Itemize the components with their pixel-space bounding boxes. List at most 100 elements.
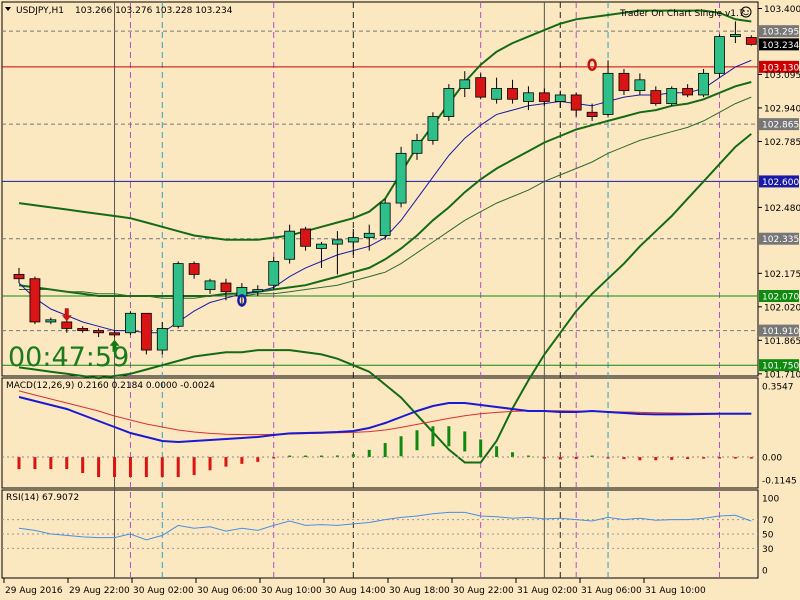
level-tag-2	[759, 118, 799, 131]
time-tick-label-6: 30 Aug 18:00	[389, 586, 450, 596]
candle-body-15	[252, 289, 264, 293]
macd-histogram-bar-31	[511, 452, 515, 458]
macd-histogram-bar-3	[65, 457, 69, 470]
macd-histogram-bar-21	[351, 454, 355, 458]
time-tick-label-10: 31 Aug 10:00	[645, 586, 706, 596]
macd-histogram-bar-45	[733, 457, 737, 459]
candle-body-42	[682, 88, 694, 96]
macd-histogram-bar-44	[717, 457, 721, 459]
candle-body-43	[698, 72, 709, 96]
bb-upper-line	[18, 9, 752, 241]
candle-body-9	[156, 328, 168, 351]
time-tick-label-4: 30 Aug 10:00	[261, 586, 322, 596]
candle-body-45	[730, 34, 741, 37]
rsi-line	[18, 511, 752, 541]
macd-histogram-bar-2	[49, 457, 53, 470]
macd-histogram-bar-24	[399, 436, 403, 457]
macd-tick-label-0: 0.3547	[762, 383, 794, 393]
time-tick-label-9: 31 Aug 06:00	[581, 586, 642, 596]
macd-histogram-bar-17	[288, 455, 292, 458]
candle-body-27	[443, 88, 455, 117]
time-tick-label-5: 30 Aug 14:00	[325, 586, 386, 596]
candle-body-35	[570, 94, 582, 111]
macd-label: MACD(12,26,9) 0.2160 0.2184 0.0000 -0.00…	[6, 381, 215, 391]
price-tick-label-6: 102.020	[764, 303, 800, 313]
sell-arrow-icon	[61, 308, 72, 322]
main-pane-frame	[1, 1, 759, 377]
macd-histogram-bar-9	[160, 457, 164, 478]
candle-body-19	[316, 243, 327, 249]
candle-body-24	[395, 152, 407, 204]
rsi-tick-label-3: 30	[762, 545, 774, 555]
candle-body-23	[379, 202, 391, 236]
price-tick-label-8: 101.710	[764, 370, 800, 380]
macd-histogram-bar-39	[638, 457, 642, 461]
level-tag-label-3: 102.600	[762, 178, 799, 188]
macd-histogram-bar-38	[622, 457, 626, 460]
candle-body-22	[363, 232, 375, 239]
candle-body-33	[538, 92, 550, 102]
candle-body-41	[666, 88, 678, 105]
candle-body-44	[714, 36, 725, 74]
macd-tick-label-1: 0.00	[762, 454, 782, 464]
candle-body-8	[140, 312, 152, 351]
level-tag-1	[759, 60, 799, 73]
candle-body-21	[347, 237, 359, 243]
macd-histogram-bar-19	[319, 455, 323, 458]
rsi-tick-label-0: 100	[762, 495, 779, 505]
macd-pane-frame	[1, 377, 759, 489]
candle-body-20	[331, 239, 343, 245]
symbol-dropdown-icon[interactable]	[5, 7, 11, 11]
macd-histogram-bar-8	[144, 457, 148, 478]
macd-histogram-bar-33	[542, 457, 546, 459]
macd-histogram-bar-35	[574, 457, 578, 460]
price-tick-label-5: 102.175	[764, 270, 800, 280]
macd-histogram-bar-46	[749, 457, 753, 459]
macd-histogram-bar-20	[335, 455, 339, 458]
rsi-label: RSI(14) 67.9072	[6, 493, 79, 503]
candle-body-16	[268, 261, 280, 286]
rsi-indicator: 100 70 50 30 0	[2, 495, 779, 577]
signal-markers	[61, 58, 597, 352]
current-price-tag	[759, 38, 799, 51]
candle-body-10	[172, 263, 184, 327]
level-tag-6	[759, 324, 799, 337]
macd-histogram-bar-43	[702, 457, 706, 459]
level-tag-7	[759, 359, 799, 372]
bb-lower-line	[18, 133, 752, 464]
candle-body-28	[459, 79, 471, 89]
candle-body-34	[554, 94, 566, 102]
candle-body-29	[475, 77, 487, 98]
candle-body-3	[61, 321, 73, 329]
price-tick-label-0: 103.400	[764, 5, 800, 15]
candle-body-36	[586, 111, 598, 117]
rsi-tick-label-2: 50	[762, 531, 774, 541]
buy-arrow-icon	[109, 339, 120, 352]
price-tick-label-4: 102.480	[764, 204, 800, 214]
price-tick-label-2: 102.940	[764, 104, 800, 114]
macd-histogram-bar-15	[256, 457, 260, 462]
candles	[13, 21, 757, 355]
ohlc-label: 103.266 103.276 103.228 103.234	[75, 6, 233, 16]
smiley-icon	[740, 6, 752, 18]
macd-histogram-bar-5	[97, 457, 101, 478]
candle-body-5	[93, 330, 104, 334]
candle-body-18	[300, 228, 311, 247]
macd-histogram-bar-23	[383, 443, 387, 458]
macd-histogram-bar-16	[272, 457, 276, 459]
current-price-label: 103.234	[762, 41, 799, 51]
time-tick-label-1: 29 Aug 22:00	[69, 586, 130, 596]
level-tag-5	[759, 290, 799, 303]
macd-histogram-bar-1	[33, 457, 37, 470]
macd-signal-line	[18, 390, 752, 436]
level-tag-0	[759, 25, 799, 38]
macd-histogram-bar-11	[192, 457, 196, 476]
time-tick-label-7: 30 Aug 22:00	[453, 586, 514, 596]
macd-indicator: 0.3547 0.00 -0.1145	[2, 383, 797, 487]
time-tick-label-3: 30 Aug 06:00	[197, 586, 258, 596]
candle-body-31	[507, 88, 518, 100]
macd-histogram-bar-37	[606, 457, 610, 459]
candle-body-12	[204, 280, 216, 290]
